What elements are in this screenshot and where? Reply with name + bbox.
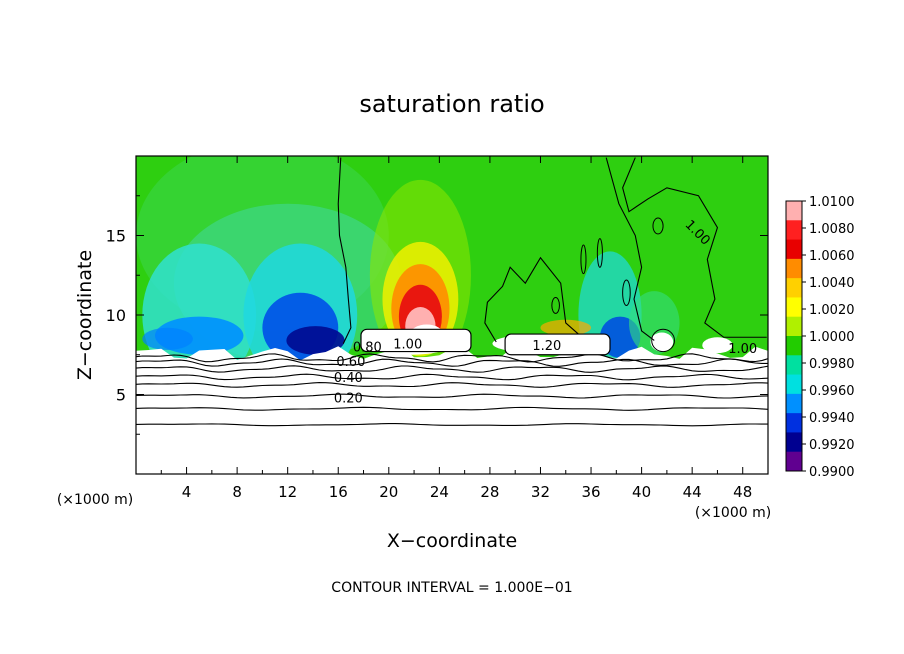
x-tick-label: 16 [329, 483, 348, 501]
colorbar: 1.0100 1.0080 1.0060 1.0040 1.0020 1.0000 0.99… [785, 195, 855, 480]
contour-loop [580, 244, 587, 275]
colorbar-label: 0.9900 [809, 465, 855, 480]
x-tick-label: 20 [379, 483, 398, 501]
contour-label: 0.60 [336, 355, 365, 370]
colorbar-band [786, 413, 802, 433]
x-unit-label-right: (×1000 m) [695, 505, 771, 521]
contour-loop [651, 328, 675, 353]
x-tick-label: 40 [632, 483, 651, 501]
colorbar-band [786, 316, 802, 337]
contour-line [136, 358, 768, 367]
chart-title: saturation ratio [359, 90, 544, 118]
x-tick-label: 4 [182, 483, 192, 501]
x-tick-label: 24 [430, 483, 449, 501]
contour-label: 1.20 [532, 339, 561, 354]
x-tick-label: 48 [733, 483, 752, 501]
field-region [702, 337, 733, 354]
x-tick-label: 12 [278, 483, 297, 501]
colorbar-label: 0.9920 [809, 438, 855, 453]
colorbar-band [786, 239, 802, 260]
colorbar-band [786, 278, 802, 298]
contour-line [484, 256, 579, 343]
colorbar-label: 1.0020 [809, 303, 855, 318]
contour-line [136, 393, 768, 399]
contour-line [136, 373, 768, 381]
colorbar-label: 1.0100 [809, 195, 855, 210]
x-unit-label-left: (×1000 m) [57, 492, 133, 508]
contour-line [605, 157, 655, 341]
x-tick-label: 28 [480, 483, 499, 501]
contour-line [136, 423, 768, 427]
x-tick-label: 36 [581, 483, 600, 501]
y-tick-label: 15 [106, 227, 126, 246]
contour-line [136, 382, 768, 388]
plot-area: 0.200.400.600.80 1.00 1.201.001.00 [135, 155, 769, 475]
contour-line [136, 353, 768, 363]
contour-label: 1.00 [728, 342, 757, 357]
cloud-contour [504, 333, 611, 356]
colorbar-band [786, 201, 802, 221]
field-region [540, 319, 592, 336]
field-region [650, 332, 674, 352]
x-tick-label: 44 [683, 483, 702, 501]
y-tick-label: 5 [116, 386, 126, 405]
colorbar-band [786, 432, 802, 453]
colorbar-label: 0.9980 [809, 357, 855, 372]
colorbar-label: 1.0060 [809, 249, 855, 264]
contour-loop [652, 217, 664, 235]
y-axis: 5 10 15 [106, 195, 768, 435]
colorbar-label: 0.9940 [809, 411, 855, 426]
colorbar-band [786, 393, 802, 414]
field-region [142, 243, 257, 387]
field-region [286, 326, 345, 355]
colorbar-band [786, 220, 802, 241]
field-region [142, 327, 193, 350]
contour-line [337, 157, 352, 344]
contour-label: 1.00 [393, 337, 422, 352]
x-tick-label: 8 [232, 483, 242, 501]
colorbar-band [786, 451, 802, 472]
x-axis-label: X−coordinate [387, 530, 517, 552]
contour-loop [551, 297, 560, 314]
contour-line [136, 365, 768, 373]
colorbar-band [786, 258, 802, 279]
saturation-field [136, 156, 768, 474]
contour-loop [596, 238, 603, 268]
colorbar-label: 1.0040 [809, 276, 855, 291]
colorbar-label: 1.0000 [809, 330, 855, 345]
colorbar-label: 0.9960 [809, 384, 855, 399]
x-tick-label: 32 [531, 483, 550, 501]
contour-label: 0.40 [334, 371, 363, 386]
colorbar-band [786, 297, 802, 318]
cloud-contour [360, 328, 472, 353]
contour-label: 0.80 [353, 341, 382, 356]
colorbar-band [786, 374, 802, 395]
x-axis: 4 8 12 16 20 24 28 32 36 40 44 48 [160, 156, 752, 501]
contour-loop [622, 279, 631, 306]
contour-line [622, 157, 767, 338]
contour-interval-note: CONTOUR INTERVAL = 1.000E−01 [331, 580, 572, 596]
y-axis-label: Z−coordinate [74, 250, 96, 380]
y-tick-label: 10 [106, 306, 126, 325]
contour-label: 0.20 [334, 391, 363, 406]
colorbar-band [786, 355, 802, 376]
contour-line [136, 406, 768, 411]
contour-lines: 0.200.400.600.80 1.00 1.201.001.00 [136, 157, 768, 427]
colorbar-label: 1.0080 [809, 222, 855, 237]
colorbar-band [786, 336, 802, 356]
